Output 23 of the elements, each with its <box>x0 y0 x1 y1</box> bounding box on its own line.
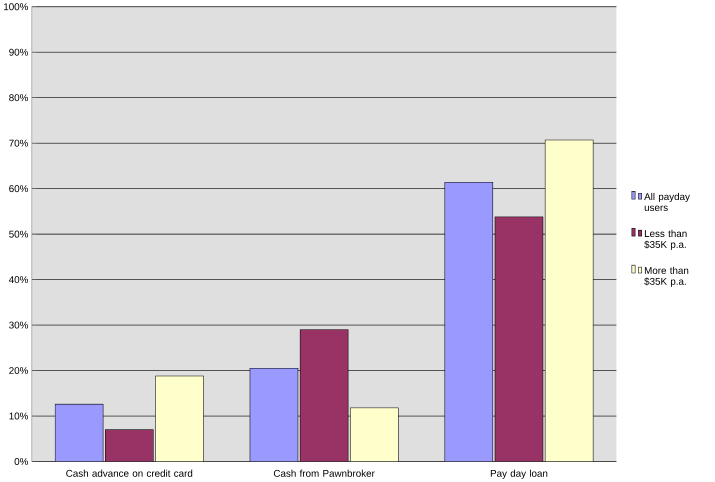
bar <box>300 329 348 462</box>
y-tick-label: 10% <box>9 412 28 420</box>
y-tick-label: 90% <box>9 48 28 56</box>
bar <box>544 140 594 462</box>
y-tick-label: 30% <box>9 322 28 329</box>
y-tick-label: 70% <box>9 140 28 147</box>
bar <box>155 376 204 462</box>
y-tick-label: 40% <box>8 276 28 284</box>
y-tick-label: 60% <box>9 185 28 192</box>
y-tick-label: 50% <box>9 230 28 238</box>
y-tick-label: 0% <box>14 458 28 465</box>
bar <box>494 216 544 462</box>
x-tick-label: Pay day loan <box>490 470 548 479</box>
y-tick-label: 80% <box>9 94 28 102</box>
y-tick-label: 100% <box>4 3 28 10</box>
x-tick-label: Cash advance on credit card <box>66 470 192 477</box>
legend-label: All payday users <box>644 192 690 211</box>
bar <box>105 429 154 462</box>
bar <box>350 408 399 462</box>
x-tick-label: Cash from Pawnbroker <box>274 470 375 477</box>
legend-label: Less than $35K p.a. <box>644 230 687 250</box>
y-tick-label: 20% <box>9 367 28 374</box>
legend-label: More than $35K p.a. <box>644 266 688 287</box>
